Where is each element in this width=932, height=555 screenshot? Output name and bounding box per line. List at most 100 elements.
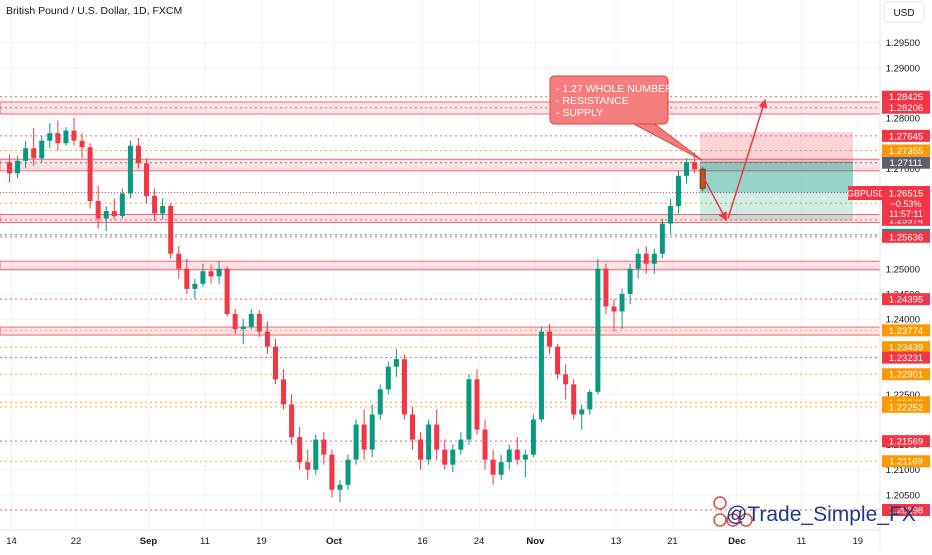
candle (699, 167, 706, 191)
short-position-tool[interactable] (700, 132, 853, 222)
price-axis[interactable]: USD 1.29500 1.29000 1.28000 1.27000 1.25000 1… (879, 0, 930, 550)
candle (506, 444, 512, 470)
bar-countdown: 11:57:11 (889, 209, 923, 219)
candle (401, 354, 407, 420)
price-level-label: 1.21569 (889, 437, 923, 448)
candle (208, 264, 214, 284)
candle-body (144, 163, 150, 196)
candle-body (353, 424, 359, 460)
candle-body (224, 268, 230, 314)
candle (426, 419, 432, 465)
candle-body (168, 205, 174, 254)
price-tick-label: 1.21000 (886, 465, 920, 476)
candle-body (272, 346, 278, 380)
candle (393, 349, 399, 377)
candle (305, 449, 311, 480)
candle-body (127, 145, 133, 194)
candle-body (410, 414, 415, 440)
price-level-label: 1.22252 (889, 402, 923, 413)
candle-body (498, 462, 504, 475)
time-tick-label: Oct (326, 536, 343, 547)
candle (684, 158, 690, 184)
candle-body (248, 313, 254, 327)
candle (71, 118, 77, 146)
time-tick-label: 14 (6, 536, 17, 547)
price-level-tag (882, 144, 930, 157)
candle-body (297, 437, 303, 463)
stop-loss-area[interactable] (700, 132, 853, 163)
candle-body (103, 210, 109, 219)
candle-body (135, 145, 141, 164)
candle (450, 444, 456, 473)
candle-body (538, 331, 544, 420)
candle (329, 449, 335, 498)
price-level-tag (882, 230, 930, 243)
price-level-label: 1.25636 (889, 232, 923, 243)
candle (256, 309, 262, 337)
candle (95, 185, 101, 229)
candle (152, 188, 158, 222)
candle (111, 198, 117, 220)
candle-body (369, 414, 375, 450)
candle-body (321, 439, 327, 455)
candle (651, 248, 657, 274)
candle-body (313, 439, 319, 470)
candle (79, 133, 85, 159)
candle-body (87, 147, 93, 201)
candle-body (530, 419, 536, 455)
currency-button[interactable] (883, 1, 925, 23)
candle-body (490, 459, 496, 475)
candle-body (603, 268, 609, 307)
annotation-callout[interactable]: - 1.27 WHOLE NUMBER - RESISTANCE - SUPPL… (549, 75, 703, 161)
price-level-label: 1.24395 (889, 295, 923, 306)
time-axis[interactable]: 14 22 Sep 11 19 Oct 16 24 Nov 13 21 Dec 11 19 (0, 529, 880, 547)
price-level-label: 1.27355 (889, 146, 923, 157)
time-tick-label: 11 (200, 536, 210, 547)
candle (643, 246, 649, 274)
time-axis-ticks: 14 22 Sep 11 19 Oct 16 24 Nov 13 21 Dec 11 19 (6, 536, 863, 547)
candle-body (587, 391, 593, 410)
time-tick-label: 11 (796, 536, 806, 547)
current-price: 1.26515 (889, 189, 923, 200)
candle (603, 263, 609, 314)
candle-body (39, 140, 45, 159)
annotation-line-3: - SUPPLY (556, 107, 603, 119)
candle (490, 449, 496, 485)
candle-body (79, 140, 85, 148)
candle-body (337, 484, 343, 490)
candle (675, 170, 681, 214)
price-level-label: 1.28206 (889, 103, 923, 114)
candle (31, 128, 37, 166)
candle (474, 369, 480, 435)
candles (7, 118, 706, 503)
price-level-tag (882, 129, 930, 142)
candle-body (152, 195, 158, 214)
annotation-callout-pointer (629, 121, 703, 161)
candle-body (667, 205, 673, 224)
candle (369, 404, 375, 458)
candle (15, 155, 21, 179)
price-tick-label: 1.29500 (886, 38, 920, 49)
watermark: @Trade_Simple_FX (713, 496, 916, 527)
price-level-label: 1.27645 (889, 131, 923, 142)
candle-body (281, 379, 287, 405)
candle-body (699, 168, 706, 189)
candle (595, 258, 601, 395)
price-tick-label: 1.27000 (886, 164, 920, 175)
candle (522, 449, 528, 478)
candle-body (571, 384, 577, 415)
candle-body (426, 424, 432, 460)
symbol-tag (848, 186, 884, 200)
arrow-down (701, 175, 727, 222)
candle (160, 198, 166, 220)
candle-body (563, 374, 569, 385)
candle (579, 404, 585, 430)
candle (555, 344, 561, 380)
price-level-label: 1.25974 (889, 215, 923, 226)
candle-body (184, 268, 190, 289)
candle (103, 205, 109, 232)
candle-body (450, 449, 456, 465)
candle-body (547, 331, 553, 347)
candle-body (345, 459, 351, 485)
